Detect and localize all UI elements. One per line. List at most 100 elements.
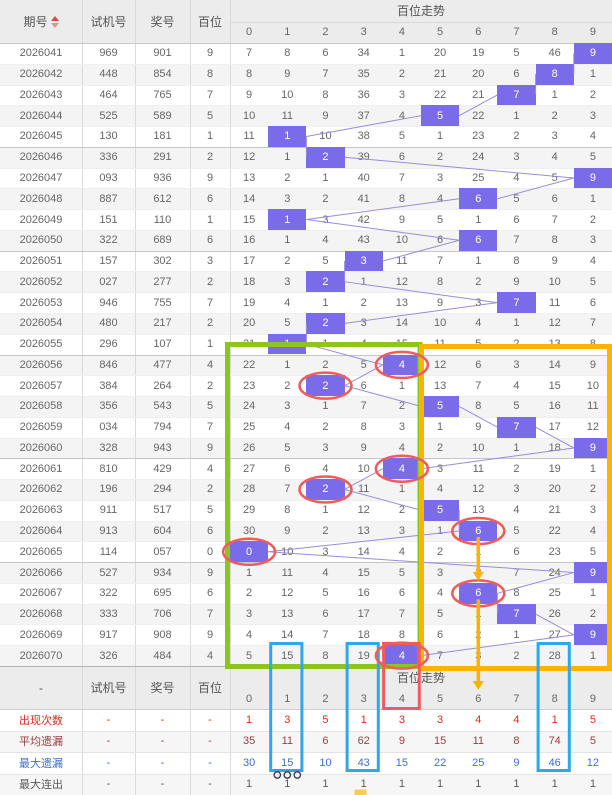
summary-value-cell: 15 (433, 735, 447, 748)
trend-cell: 2 (284, 171, 291, 184)
summary-dash-cell: - (160, 756, 165, 769)
trend-cell: 1 (437, 421, 444, 434)
trend-header-divider (230, 21, 612, 23)
issue-cell: 2026051 (19, 255, 63, 268)
summary-value-cell: 1 (551, 713, 558, 726)
issue-cell: 2026057 (19, 379, 63, 392)
trend-cell: 2 (475, 628, 482, 641)
trend-cell: 4 (589, 130, 596, 143)
prize-number-cell: 302 (153, 255, 172, 268)
trend-cell: 7 (437, 255, 444, 268)
prize-number-cell: 294 (153, 483, 172, 496)
test-number-cell: 527 (99, 566, 118, 579)
summary-dash-cell: - (208, 756, 212, 769)
trend-cell: 10 (357, 462, 370, 475)
test-number-cell: 322 (99, 587, 118, 600)
trend-cell: 1 (589, 587, 596, 600)
digit-cell: 2 (206, 275, 214, 288)
trend-cell: 6 (475, 358, 482, 371)
column-header-test-number: 试机号 (90, 15, 127, 29)
summary-digit-column-header: 2 (322, 692, 329, 705)
summary-value-cell: 5 (589, 735, 596, 748)
digit-column-header: 9 (589, 26, 596, 39)
trend-cell: 2 (322, 525, 329, 537)
trend-cell: 1 (284, 151, 291, 164)
summary-dash-cell: - (106, 778, 111, 791)
trend-cell: 5 (589, 545, 596, 558)
row-divider (0, 271, 612, 273)
trend-cell: 4 (360, 338, 367, 351)
test-number-cell: 326 (99, 649, 118, 662)
summary-value-cell: 1 (589, 778, 596, 791)
test-number-cell: 913 (99, 525, 118, 537)
summary-row-divider (0, 752, 612, 753)
trend-cell: 6 (437, 628, 444, 641)
group-divider (0, 250, 612, 252)
trend-cell-highlight: 9 (573, 167, 612, 189)
prize-number-cell: 755 (153, 296, 172, 309)
test-number-cell: 464 (99, 88, 118, 101)
prize-number-cell: 264 (153, 379, 172, 392)
summary-digit-column-header: 8 (551, 692, 558, 705)
trend-cell: 10 (586, 379, 600, 392)
prize-number-cell: 934 (153, 566, 172, 579)
test-number-cell: 034 (99, 421, 118, 434)
trend-cell: 12 (433, 358, 447, 371)
trend-cell: 6 (322, 608, 329, 621)
test-number-cell: 093 (99, 171, 118, 184)
summary-row-divider (0, 730, 612, 732)
trend-cell: 7 (398, 171, 405, 184)
trend-cell: 8 (551, 234, 558, 247)
trend-cell: 6 (398, 151, 405, 164)
trend-cell: 9 (398, 213, 405, 226)
digit-cell: 9 (206, 171, 214, 184)
issue-cell: 2026058 (19, 400, 63, 413)
prize-number-cell: 901 (153, 47, 172, 60)
trend-cell: 1 (398, 483, 405, 496)
trend-cell: 3 (284, 192, 291, 205)
trend-cell: 22 (242, 358, 256, 371)
trend-cell: 25 (242, 421, 256, 434)
trend-cell: 22 (472, 109, 485, 122)
summary-label: 最大连出 (19, 779, 63, 792)
trend-cell: 7 (475, 379, 482, 392)
trend-cell-highlight: 6 (459, 520, 498, 542)
trend-cell: 10 (319, 130, 332, 143)
trend-cell-highlight: 2 (306, 312, 345, 334)
trend-cell-highlight: 6 (459, 188, 498, 210)
digit-cell: 1 (206, 130, 214, 143)
test-number-cell: 969 (99, 47, 118, 60)
trend-cell: 8 (513, 587, 520, 600)
digit-cell: 9 (206, 566, 214, 579)
trend-cell: 21 (548, 504, 561, 517)
summary-value-cell: 1 (475, 778, 482, 791)
summary-dash-cell: - (160, 778, 165, 791)
trend-cell: 5 (246, 649, 253, 662)
trend-cell: 9 (513, 275, 520, 288)
trend-cell: 42 (357, 213, 370, 226)
column-header-issue[interactable]: 期号 (0, 0, 82, 43)
trend-cell: 2 (513, 462, 520, 475)
trend-cell: 46 (548, 47, 561, 60)
summary-value-cell: 10 (319, 756, 332, 769)
sort-icon[interactable] (50, 15, 59, 28)
trend-cell-highlight: 7 (497, 603, 536, 625)
digit-column-header: 0 (246, 26, 253, 39)
test-number-cell: 810 (99, 462, 118, 475)
trend-cell: 17 (357, 608, 370, 621)
trend-cell-highlight: 8 (535, 63, 574, 85)
trend-cell: 6 (398, 587, 405, 600)
trend-cell: 12 (395, 275, 409, 288)
trend-cell: 2 (589, 213, 596, 226)
summary-dash-cell: - (106, 756, 111, 769)
trend-cell: 11 (281, 566, 293, 579)
trend-cell: 2 (551, 109, 558, 122)
summary-value-cell: 3 (284, 713, 291, 726)
digit-cell: 4 (206, 462, 214, 475)
trend-cell: 7 (360, 400, 367, 413)
trend-cell: 12 (472, 483, 485, 496)
row-divider (0, 188, 612, 190)
trend-cell: 4 (322, 566, 329, 579)
trend-cell: 9 (589, 358, 596, 371)
trend-cell: 5 (513, 192, 520, 205)
